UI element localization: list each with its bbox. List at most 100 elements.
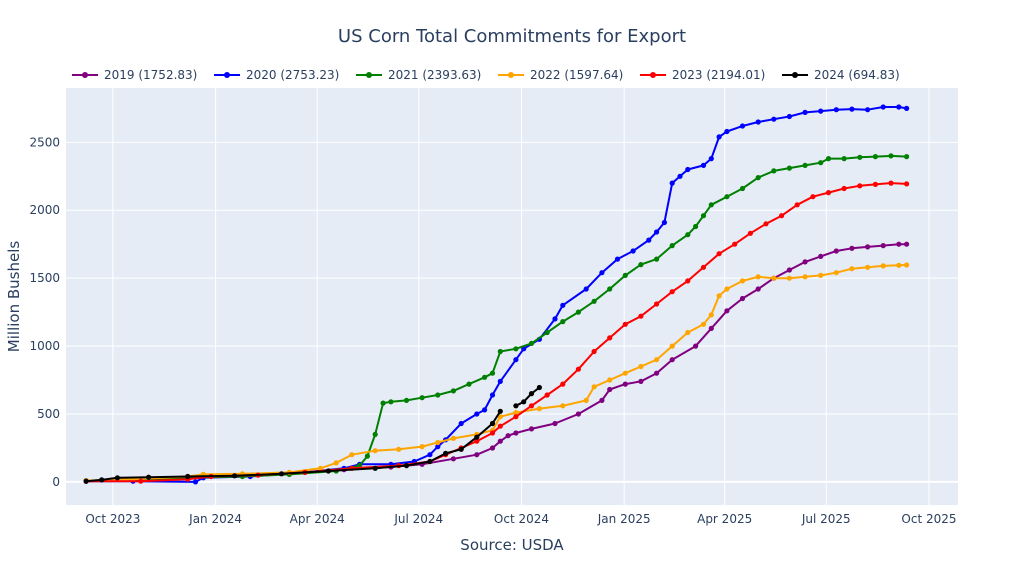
x-tick-label: Jan 2024 bbox=[188, 512, 242, 526]
legend-item: 2024 (694.83) bbox=[782, 68, 900, 82]
data-point bbox=[794, 202, 800, 208]
legend-item: 2019 (1752.83) bbox=[72, 68, 197, 82]
data-point bbox=[489, 430, 496, 436]
data-point bbox=[591, 348, 597, 355]
data-point bbox=[521, 399, 527, 405]
data-point bbox=[786, 267, 793, 273]
data-point bbox=[677, 173, 683, 179]
data-point bbox=[489, 370, 496, 376]
data-point bbox=[607, 335, 613, 341]
data-point bbox=[857, 183, 863, 189]
data-point bbox=[669, 243, 675, 249]
x-tick-label: Apr 2025 bbox=[697, 512, 752, 526]
data-point bbox=[732, 241, 738, 247]
legend-swatch-marker bbox=[650, 72, 656, 78]
series-3 bbox=[83, 153, 910, 484]
data-point bbox=[638, 313, 644, 319]
data-point bbox=[818, 272, 824, 278]
legend-swatch-marker bbox=[508, 72, 514, 78]
data-point bbox=[630, 248, 636, 254]
data-point bbox=[528, 340, 535, 346]
data-point bbox=[317, 465, 324, 471]
data-point bbox=[786, 113, 793, 120]
data-point bbox=[685, 232, 691, 238]
data-point bbox=[755, 286, 761, 292]
data-point bbox=[380, 400, 386, 406]
data-point bbox=[622, 321, 628, 327]
data-point bbox=[669, 180, 675, 186]
data-point bbox=[622, 370, 628, 376]
data-point bbox=[513, 357, 519, 363]
data-point bbox=[372, 431, 378, 437]
x-axis-title: Source: USDA bbox=[460, 536, 564, 554]
data-point bbox=[497, 438, 503, 444]
y-axis-title: Million Bushels bbox=[5, 241, 23, 353]
data-point bbox=[669, 289, 675, 295]
data-point bbox=[544, 329, 550, 336]
x-tick-label: Oct 2023 bbox=[85, 512, 140, 526]
data-point bbox=[771, 116, 777, 122]
legend-label: 2023 (2194.01) bbox=[672, 68, 765, 82]
data-point bbox=[575, 411, 582, 417]
data-point bbox=[614, 256, 621, 262]
data-point bbox=[896, 262, 902, 268]
data-point bbox=[427, 452, 433, 458]
data-point bbox=[654, 370, 660, 376]
data-point bbox=[599, 397, 605, 403]
y-tick-label: 1500 bbox=[29, 271, 60, 285]
data-point bbox=[685, 329, 691, 336]
data-point bbox=[474, 452, 480, 458]
data-point bbox=[833, 248, 839, 254]
x-tick-label: Apr 2024 bbox=[290, 512, 345, 526]
data-point bbox=[583, 397, 589, 403]
data-point bbox=[450, 388, 456, 394]
legend-item: 2021 (2393.63) bbox=[356, 68, 481, 82]
data-point bbox=[708, 202, 714, 208]
data-point bbox=[724, 308, 730, 314]
data-point bbox=[419, 444, 425, 450]
data-point bbox=[849, 245, 855, 251]
series-6 bbox=[83, 384, 543, 484]
legend: 2019 (1752.83) 2020 (2753.23) 2021 (2393.6… bbox=[72, 68, 900, 82]
data-point bbox=[825, 156, 832, 162]
data-point bbox=[435, 439, 441, 446]
data-point bbox=[466, 381, 472, 387]
data-point bbox=[888, 153, 894, 159]
data-point bbox=[489, 420, 496, 427]
y-tick-label: 500 bbox=[37, 407, 60, 421]
y-tick-label: 0 bbox=[52, 475, 60, 489]
data-point bbox=[786, 275, 793, 281]
data-point bbox=[419, 395, 425, 401]
data-point bbox=[724, 194, 730, 200]
data-point bbox=[83, 478, 89, 484]
series-2 bbox=[83, 104, 910, 485]
data-point bbox=[388, 399, 394, 405]
data-point bbox=[849, 106, 855, 112]
data-point bbox=[458, 446, 464, 452]
data-point bbox=[693, 223, 699, 230]
data-point bbox=[771, 275, 777, 281]
data-point bbox=[364, 453, 370, 459]
legend-background bbox=[66, 64, 917, 86]
data-point bbox=[755, 274, 761, 280]
data-point bbox=[755, 119, 761, 125]
data-point bbox=[638, 378, 644, 384]
data-point bbox=[872, 154, 879, 160]
data-point bbox=[435, 392, 441, 398]
data-point bbox=[693, 343, 699, 349]
data-point bbox=[810, 194, 816, 200]
data-point bbox=[708, 312, 714, 318]
data-point bbox=[904, 241, 910, 247]
data-point bbox=[739, 123, 746, 129]
data-point bbox=[185, 473, 191, 480]
data-point bbox=[591, 384, 597, 390]
data-point bbox=[372, 448, 378, 454]
data-point bbox=[716, 293, 722, 299]
data-point bbox=[552, 420, 558, 427]
data-point bbox=[708, 156, 714, 162]
legend-swatch-marker bbox=[792, 72, 798, 78]
data-point bbox=[654, 357, 660, 363]
series-line bbox=[86, 410, 502, 483]
data-point bbox=[325, 468, 331, 474]
